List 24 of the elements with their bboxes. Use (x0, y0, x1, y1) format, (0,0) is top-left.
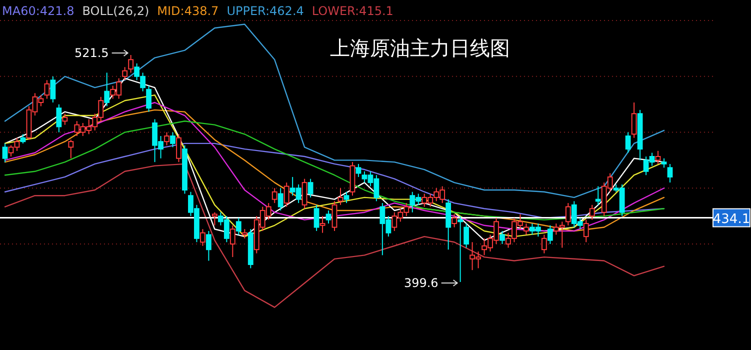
candlestick (338, 188, 344, 206)
text: MA60:421.8 (2, 4, 74, 18)
candlestick (320, 216, 326, 234)
candlestick (541, 234, 547, 254)
candlestick (458, 216, 464, 282)
candlestick (452, 214, 458, 228)
candlestick (565, 202, 571, 226)
candlestick (44, 80, 50, 100)
candlestick (200, 228, 206, 246)
candlestick (284, 182, 290, 208)
candlestick (631, 102, 637, 138)
chart-title: 上海原油主力日线图 (330, 36, 510, 60)
candlestick (146, 85, 152, 112)
text: LOWER:415.1 (312, 4, 394, 18)
series-label: UPPER:462.4 (226, 4, 304, 18)
text: BOLL(26,2) (82, 4, 150, 18)
annotation: 399.6 (404, 276, 438, 290)
candlestick (62, 113, 68, 126)
candlestick (655, 150, 661, 164)
candlestick (595, 186, 601, 206)
ref-line-label: 434.1 (712, 212, 750, 227)
candlestick (242, 228, 248, 239)
text: MID:438.7 (157, 4, 219, 18)
annotation: 521.5 (74, 46, 109, 60)
